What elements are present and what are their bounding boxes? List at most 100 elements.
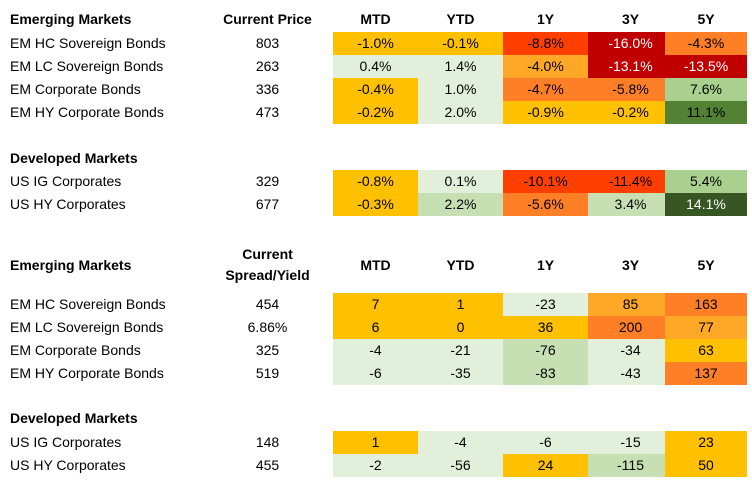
value-cell: 85: [588, 293, 673, 316]
table1-section-title: Emerging Markets: [10, 11, 132, 27]
table2-col-5y: 5Y: [697, 257, 715, 273]
value-cell: -0.3%: [333, 193, 418, 216]
value-cell: 1: [333, 431, 418, 454]
value-cell: -76: [503, 339, 588, 362]
value-cell: -2: [333, 454, 418, 477]
row-label: EM Corporate Bonds: [10, 81, 141, 97]
row-current: 455: [255, 457, 280, 473]
value-cell: -4: [418, 431, 503, 454]
row-current: 148: [255, 434, 280, 450]
value-cell: -0.2%: [333, 101, 418, 124]
value-cell: 24: [503, 454, 588, 477]
value-cell: -43: [588, 362, 673, 385]
row-label: EM HC Sovereign Bonds: [10, 35, 166, 51]
value-cell: -21: [418, 339, 503, 362]
value-cell: -56: [418, 454, 503, 477]
value-cell: -115: [588, 454, 673, 477]
row-label: EM LC Sovereign Bonds: [10, 58, 164, 74]
row-label: EM HY Corporate Bonds: [10, 365, 164, 381]
value-cell: 63: [665, 339, 747, 362]
value-cell: -4.0%: [503, 55, 588, 78]
value-cell: -35: [418, 362, 503, 385]
value-cell: 7.6%: [665, 78, 747, 101]
value-cell: 1.4%: [418, 55, 503, 78]
row-label: US HY Corporates: [10, 196, 126, 212]
value-cell: 11.1%: [665, 101, 747, 124]
table-row: EM Corporate Bonds 336 -0.4% 1.0% -4.7% …: [0, 78, 752, 101]
value-cell: -4.7%: [503, 78, 588, 101]
value-cell: 2.2%: [418, 193, 503, 216]
value-cell: -0.2%: [588, 101, 673, 124]
table2-col-1y: 1Y: [536, 257, 555, 273]
value-cell: -83: [503, 362, 588, 385]
value-cell: 2.0%: [418, 101, 503, 124]
value-cell: 77: [665, 316, 747, 339]
table1-dev-section-title: Developed Markets: [10, 150, 138, 166]
value-cell: -34: [588, 339, 673, 362]
table2-section-title: Emerging Markets: [10, 257, 132, 273]
value-cell: -5.6%: [503, 193, 588, 216]
value-cell: 23: [665, 431, 747, 454]
value-cell: 0.4%: [333, 55, 418, 78]
row-current: 473: [255, 104, 280, 120]
value-cell: -13.5%: [665, 55, 747, 78]
table-row: US IG Corporates 329 -0.8% 0.1% -10.1% -…: [0, 170, 752, 193]
value-cell: 3.4%: [588, 193, 673, 216]
value-cell: 36: [503, 316, 588, 339]
row-label: EM HC Sovereign Bonds: [10, 296, 166, 312]
value-cell: -4.3%: [665, 32, 747, 55]
value-cell: 6: [333, 316, 418, 339]
value-cell: 1.0%: [418, 78, 503, 101]
table-row: EM HC Sovereign Bonds 803 -1.0% -0.1% -8…: [0, 32, 752, 55]
row-current: 336: [255, 81, 280, 97]
table-row: US IG Corporates 148 1 -4 -6 -15 23: [0, 431, 752, 454]
table2-dev-section-row: Developed Markets: [0, 407, 752, 430]
value-cell: -1.0%: [333, 32, 418, 55]
table-row: EM HC Sovereign Bonds 454 7 1 -23 85 163: [0, 293, 752, 316]
table2-col-ytd: YTD: [446, 257, 475, 273]
table1-col-5y: 5Y: [697, 11, 715, 27]
table1-header-row: Emerging Markets Current Price MTD YTD 1…: [0, 8, 752, 31]
table-row: EM HY Corporate Bonds 519 -6 -35 -83 -43…: [0, 362, 752, 385]
row-current: 329: [255, 173, 280, 189]
table2-current-header-line2: Spread/Yield: [225, 267, 310, 283]
value-cell: -5.8%: [588, 78, 673, 101]
value-cell: -13.1%: [588, 55, 673, 78]
row-current: 325: [255, 342, 280, 358]
table-row: US HY Corporates 677 -0.3% 2.2% -5.6% 3.…: [0, 193, 752, 216]
value-cell: 0.1%: [418, 170, 503, 193]
value-cell: -6: [503, 431, 588, 454]
value-cell: 0: [418, 316, 503, 339]
value-cell: 14.1%: [665, 193, 747, 216]
value-cell: -8.8%: [503, 32, 588, 55]
value-cell: -4: [333, 339, 418, 362]
value-cell: -0.1%: [418, 32, 503, 55]
row-label: US IG Corporates: [10, 173, 122, 189]
row-current: 6.86%: [247, 319, 288, 335]
value-cell: -0.4%: [333, 78, 418, 101]
value-cell: 1: [418, 293, 503, 316]
table2-header-row: Emerging Markets Current Spread/Yield MT…: [0, 244, 752, 288]
row-current: 454: [255, 296, 280, 312]
row-current: 677: [255, 196, 280, 212]
value-cell: -16.0%: [588, 32, 673, 55]
row-label: EM Corporate Bonds: [10, 342, 141, 358]
value-cell: -11.4%: [588, 170, 673, 193]
table-row: EM HY Corporate Bonds 473 -0.2% 2.0% -0.…: [0, 101, 752, 124]
table2-dev-section-title: Developed Markets: [10, 410, 138, 426]
value-cell: 163: [665, 293, 747, 316]
row-current: 263: [255, 58, 280, 74]
table1-col-mtd: MTD: [360, 11, 391, 27]
value-cell: -0.8%: [333, 170, 418, 193]
value-cell: 5.4%: [665, 170, 747, 193]
value-cell: -15: [588, 431, 673, 454]
value-cell: -10.1%: [503, 170, 588, 193]
row-label: EM HY Corporate Bonds: [10, 104, 164, 120]
table2-current-header-line1: Current: [242, 246, 293, 262]
table1-dev-section-row: Developed Markets: [0, 147, 752, 170]
row-current: 803: [255, 35, 280, 51]
value-cell: 7: [333, 293, 418, 316]
row-current: 519: [255, 365, 280, 381]
row-label: US IG Corporates: [10, 434, 122, 450]
table2-col-3y: 3Y: [621, 257, 640, 273]
